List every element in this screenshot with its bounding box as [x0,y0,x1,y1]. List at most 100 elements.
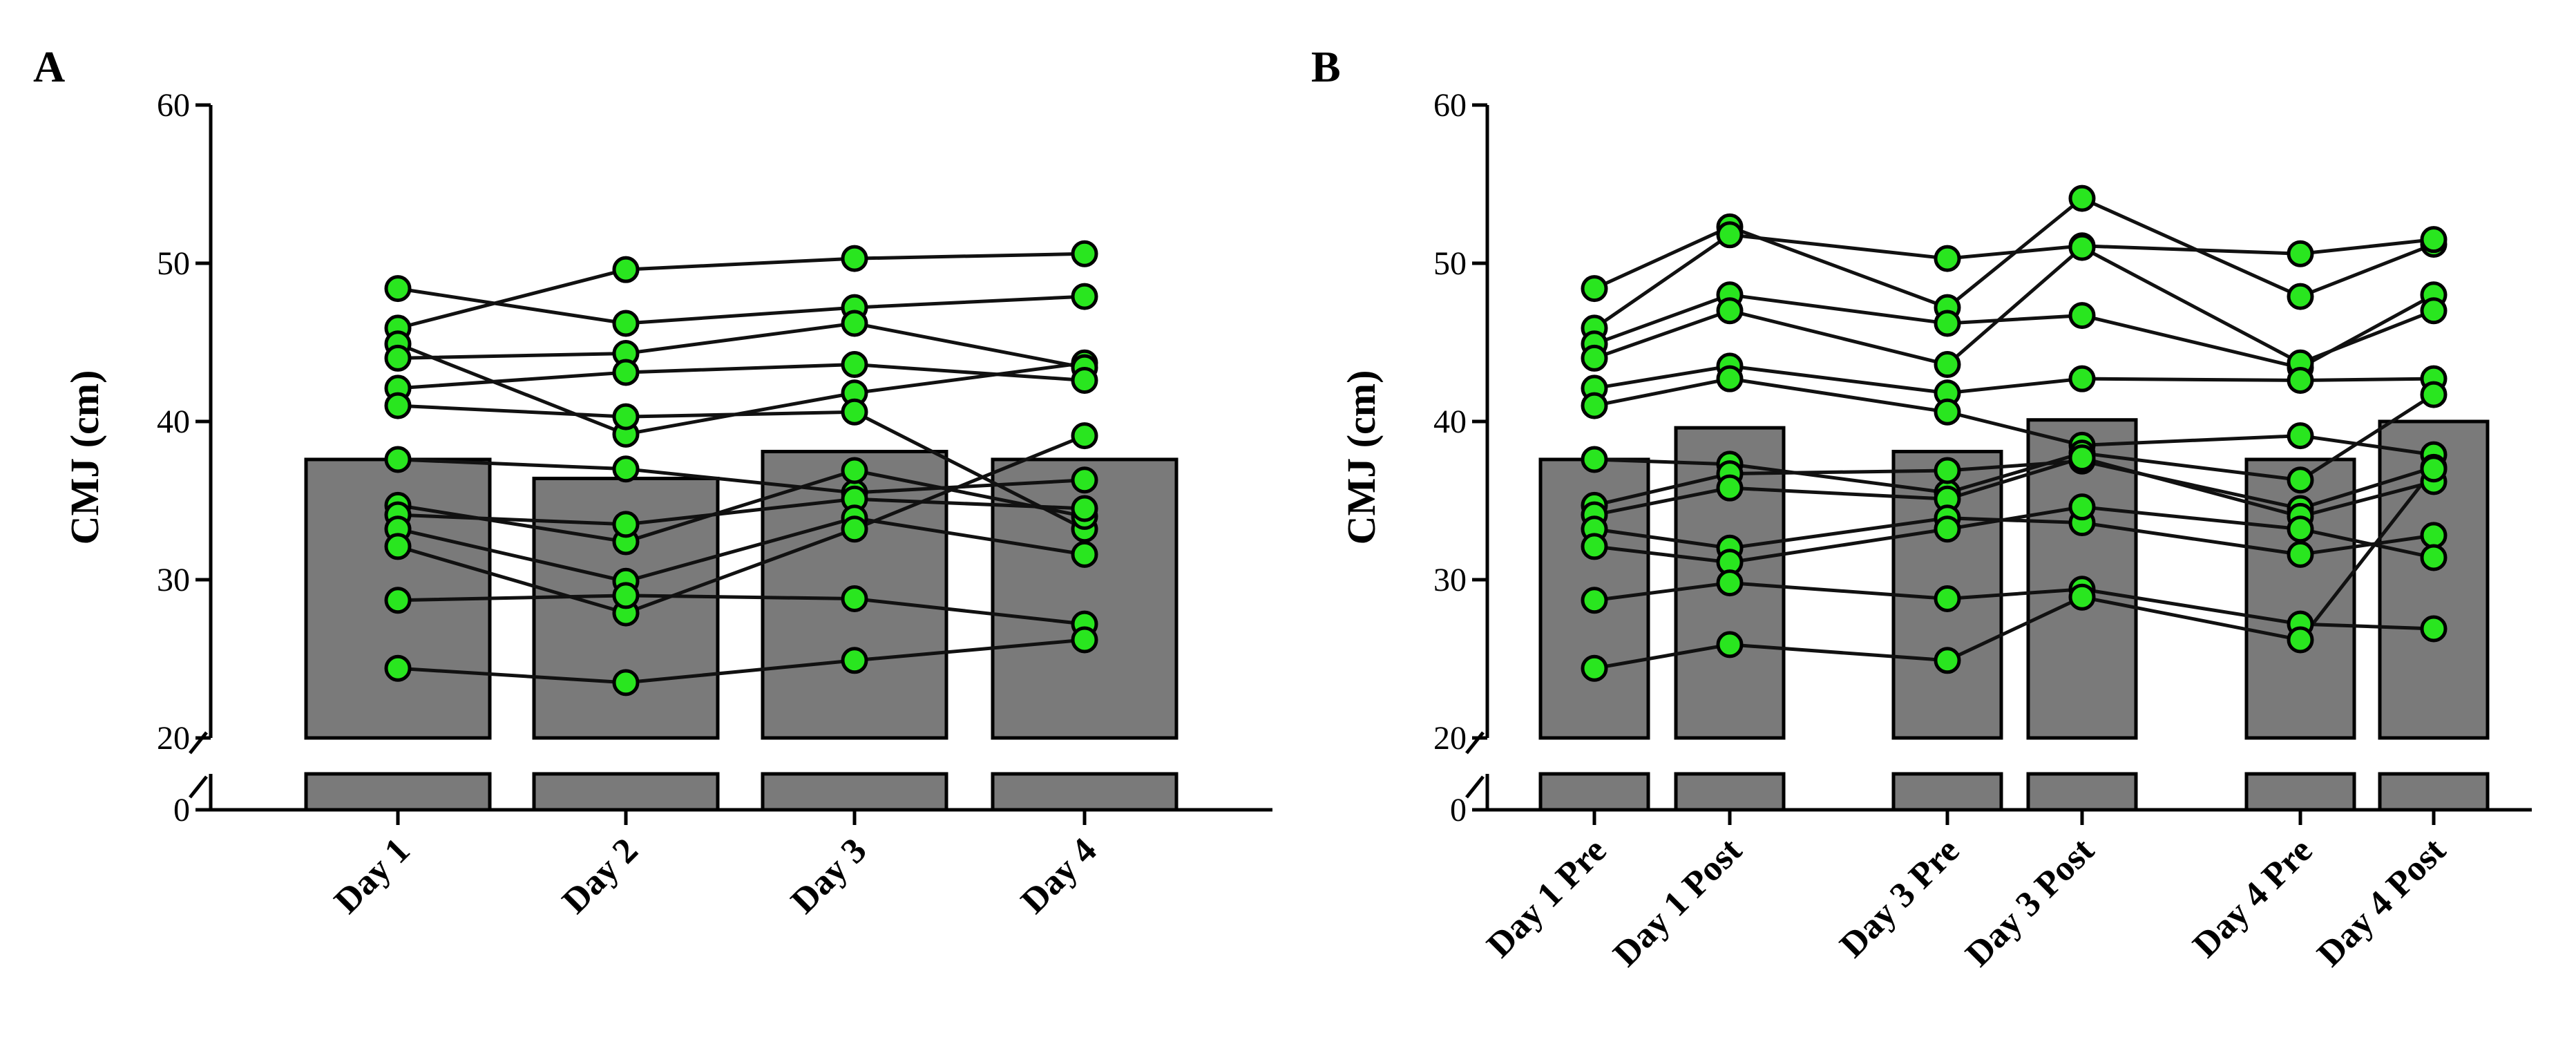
y-tick-label: 20 [1433,720,1467,757]
data-point [841,585,868,612]
participant-line [1594,377,2434,457]
data-point [2068,493,2096,521]
data-point [2068,365,2096,392]
data-point [612,256,640,283]
x-tick-label: Day 2 [555,831,645,921]
y-tick-label: 0 [1450,792,1467,828]
x-tick-label: Day 4 Pre [2186,831,2320,965]
data-point [612,511,640,538]
data-point [1071,240,1098,267]
bar-base [1891,772,2003,812]
data-point [1071,366,1098,394]
data-point [1716,297,1744,325]
x-tick-label: Day 4 [1013,831,1104,921]
data-point [2287,422,2314,450]
participant-line [1593,233,2434,330]
bar-base [304,772,492,812]
data-point [384,275,412,303]
participant-line [397,516,1085,583]
x-tick-label: Day 1 [327,831,417,921]
data-point [612,403,640,430]
data-point [2420,522,2448,549]
participant-line [397,434,1085,615]
data-point [1934,351,1961,379]
bar-base [1674,772,1786,812]
data-point [1934,585,1961,612]
data-point [384,654,412,682]
data-point [1934,398,1961,426]
participant-line [397,497,1085,527]
axis-break-mark [1465,775,1485,799]
participant-line [397,252,1085,330]
bar-base [2244,772,2356,812]
x-tick-label: Day 3 Post [1958,831,2102,974]
participant-line [397,321,1085,370]
y-tick-label: 30 [1433,562,1467,598]
data-point [1716,569,1744,597]
data-point [384,392,412,419]
data-point [1934,245,1961,272]
data-point [2420,226,2448,254]
bar-base [991,772,1179,812]
panel-letter: A [33,42,65,91]
data-point [612,582,640,609]
x-tick-label: Day 3 Pre [1833,831,1967,965]
data-point [1071,466,1098,494]
data-point [1934,515,1961,543]
data-point [1071,495,1098,522]
data-point [841,515,868,543]
y-tick-label: 30 [157,562,190,598]
data-point [1716,631,1744,658]
data-point [612,455,640,483]
data-point [384,533,412,560]
y-tick-label: 40 [157,404,190,440]
y-tick-label: 20 [157,720,190,757]
data-point [841,351,868,379]
data-point [841,647,868,674]
data-point [1581,654,1608,682]
data-point [2068,444,2096,472]
axis-break-mark [189,731,208,755]
data-point [2420,455,2448,483]
data-point [612,359,640,386]
data-point [1071,422,1098,450]
data-point [1581,587,1608,614]
axis-break-mark [189,775,208,799]
data-point [1581,392,1608,419]
y-tick-label: 50 [1433,245,1467,282]
panel-letter: B [1311,42,1341,91]
participant-line [397,468,1085,544]
data-point [2420,615,2448,643]
participant-line [397,404,1086,531]
data-point [2068,302,2096,330]
data-point [2420,381,2448,408]
data-point [841,245,868,272]
y-tick-label: 50 [157,245,190,282]
data-point [2287,626,2314,654]
data-point [2287,283,2314,310]
x-tick-label: Day 4 Post [2310,831,2454,974]
y-tick-label: 60 [157,87,190,124]
data-point [2420,544,2448,571]
data-point [1071,626,1098,654]
y-tick-label: 40 [1433,404,1467,440]
data-point [1071,283,1098,310]
y-tick-label: 60 [1433,87,1467,124]
bar-base [532,772,720,812]
participant-line [1594,245,2434,367]
data-point [1581,533,1608,560]
participant-line [397,457,1085,495]
data-point [2068,583,2096,611]
data-point [2068,234,2096,261]
participant-line [397,594,1085,626]
participant-line [1594,364,2434,395]
chart-panel-a: A CMJ (cm) 0 20 30 40 50 60 Day 1 Day 2 Day 3 Day 4 [33,42,1272,921]
data-point [2420,297,2448,325]
participant-line [397,287,1085,325]
participant-line [1594,516,2434,556]
y-tick-label: 0 [173,792,190,828]
bar-base [2378,772,2490,812]
y-axis-label: CMJ (cm) [1339,370,1384,545]
participant-line [1594,505,2434,565]
